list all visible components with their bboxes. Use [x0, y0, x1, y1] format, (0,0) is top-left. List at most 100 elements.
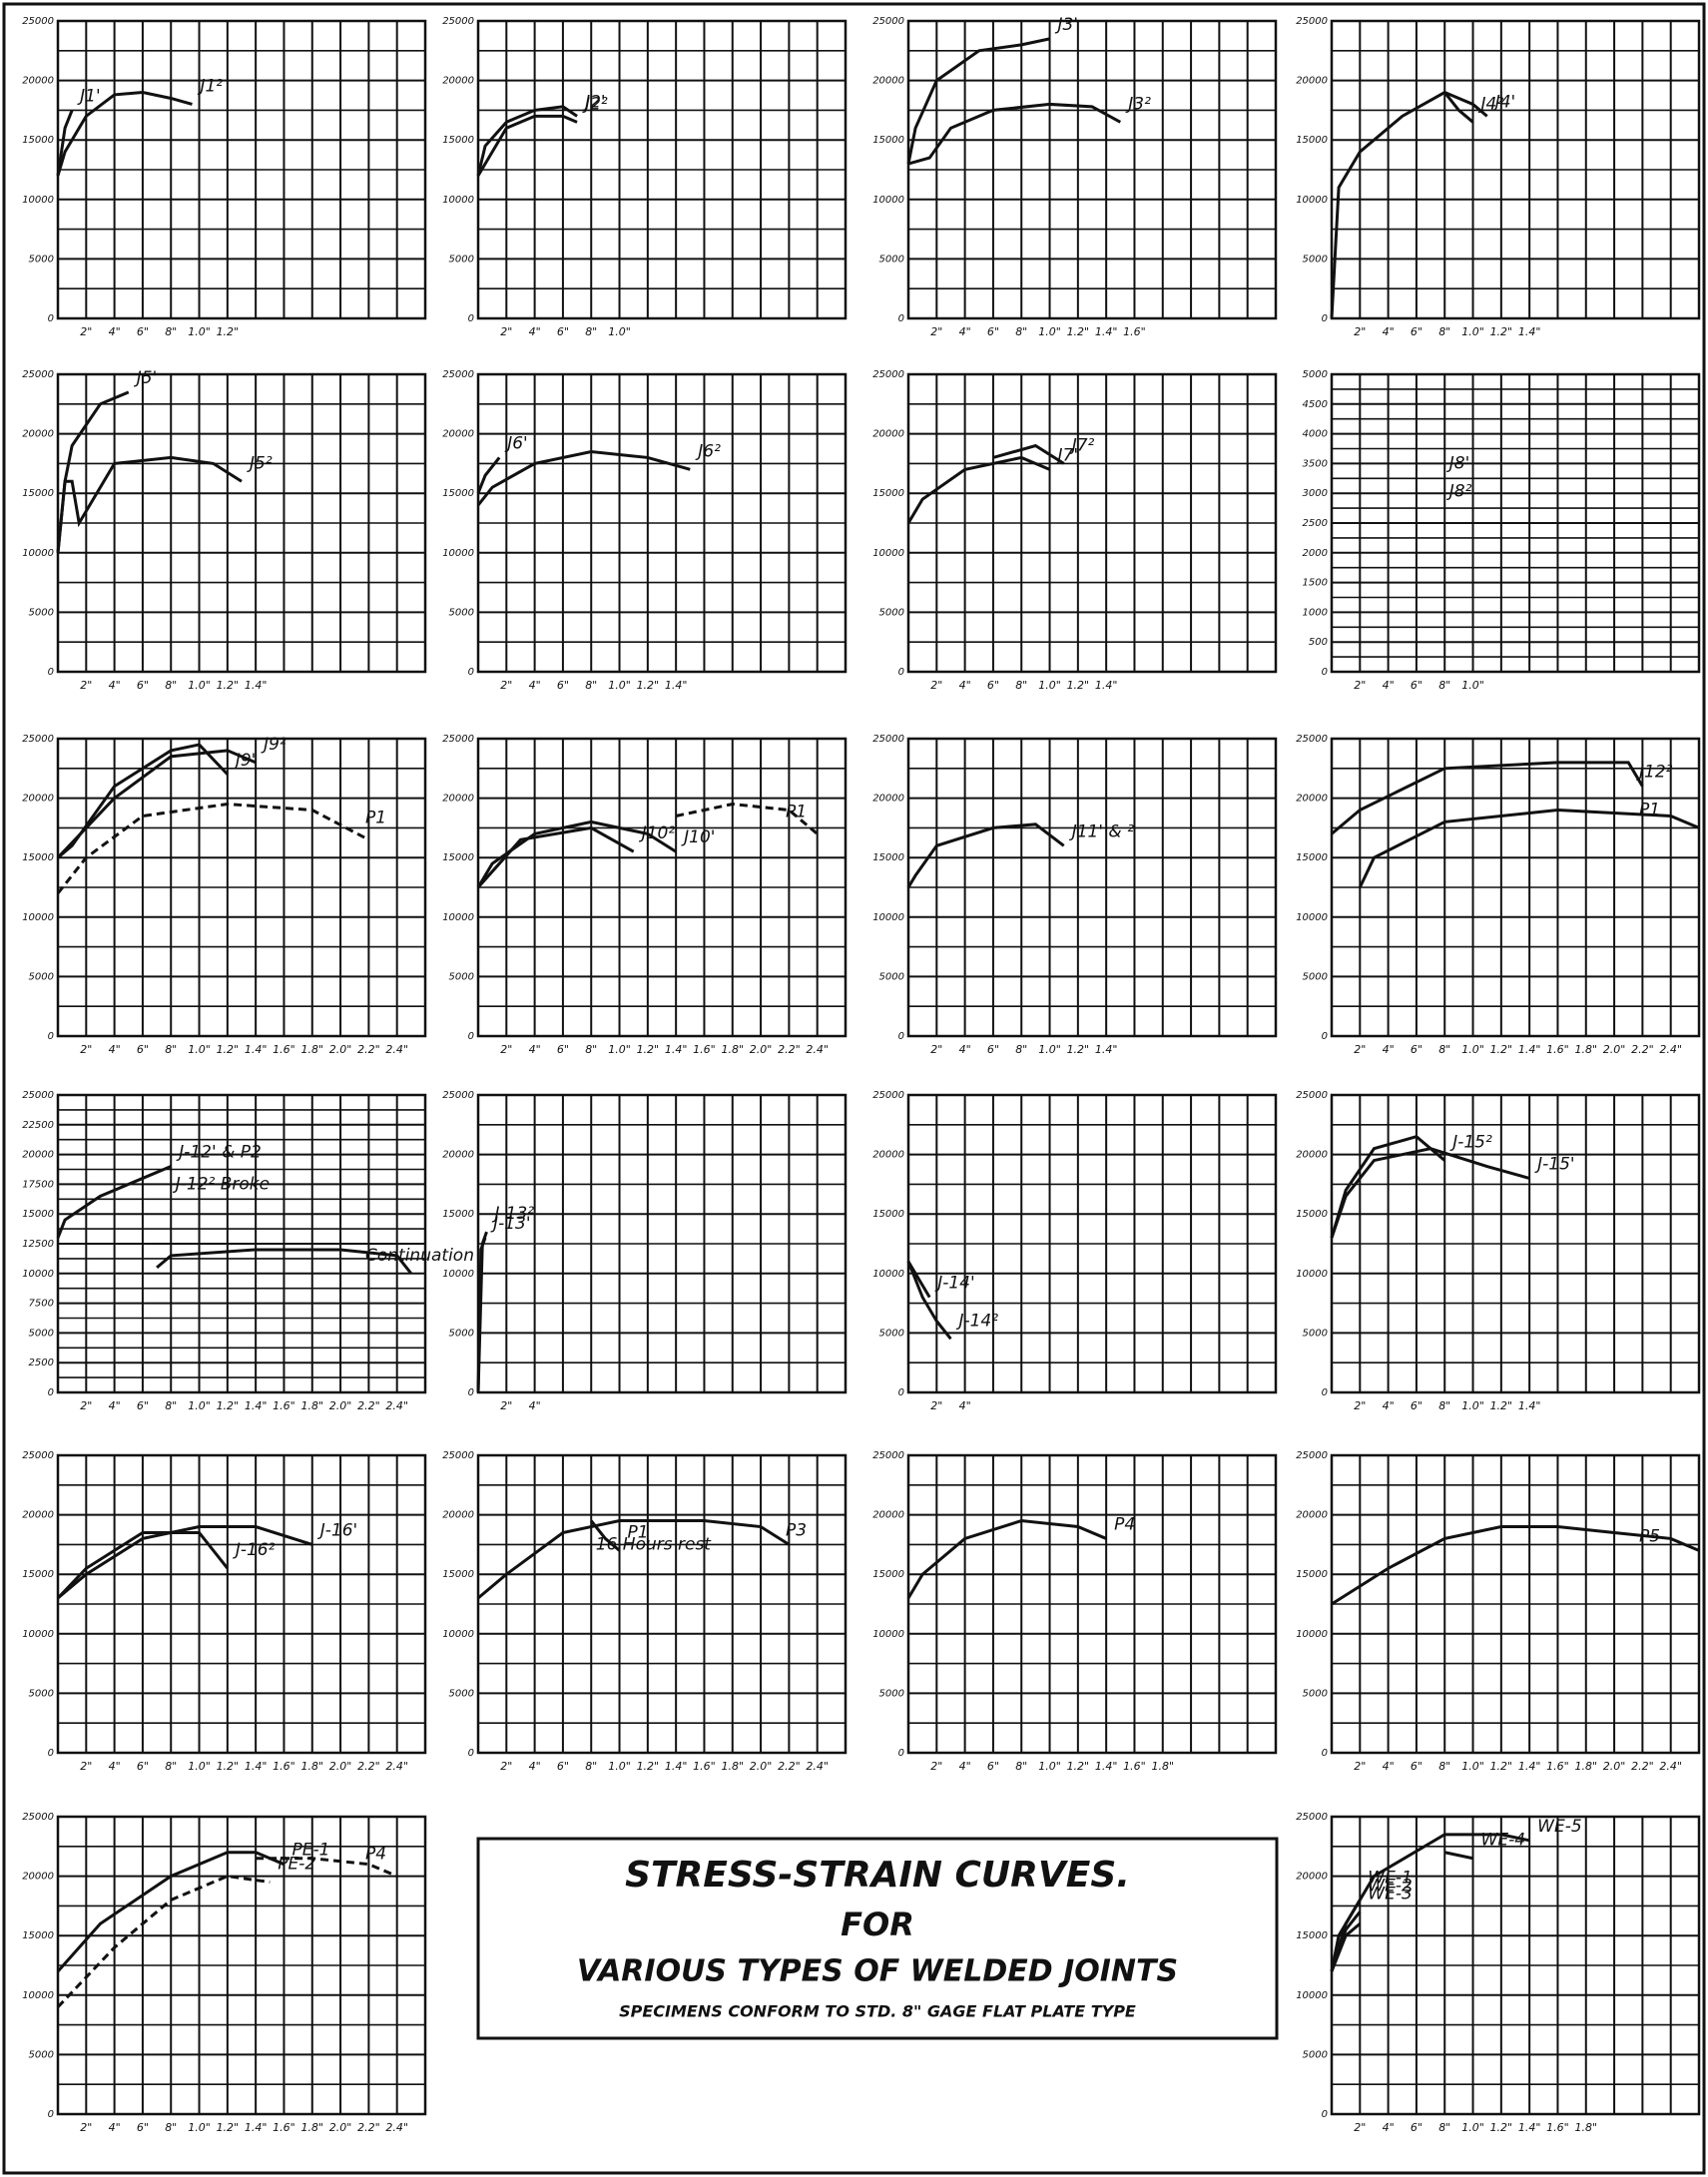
- y-tick-label: 5000: [449, 971, 474, 982]
- x-tick-label: 1.2": [1067, 325, 1090, 338]
- x-tick-label: 2.0": [329, 2121, 352, 2134]
- curve-label: J-16': [317, 1520, 357, 1540]
- annotation: 16 Hours rest: [596, 1534, 713, 1554]
- panel: 05000100001500020000250002"4"6"8"1.0"1.2…: [442, 1450, 846, 1773]
- x-tick-label: 8": [585, 1760, 597, 1773]
- caption-subtitle: VARIOUS TYPES OF WELDED JOINTS: [577, 1954, 1178, 1989]
- y-tick-label: 0: [1322, 1031, 1328, 1042]
- x-tick-label: 4": [109, 325, 121, 338]
- annotation: J8²: [1446, 481, 1472, 501]
- x-tick-label: 1.4": [245, 1760, 268, 1773]
- x-tick-label: 2.2": [1631, 1043, 1654, 1056]
- y-tick-label: 5000: [1303, 971, 1328, 982]
- y-tick-label: 15000: [22, 1930, 54, 1941]
- y-tick-label: 0: [48, 1387, 54, 1398]
- y-tick-label: 15000: [872, 135, 904, 146]
- y-tick-label: 25000: [1296, 1812, 1328, 1823]
- y-tick-label: 20000: [22, 1510, 54, 1521]
- curve-label: WE-4: [1481, 1831, 1526, 1851]
- x-tick-label: 2.2": [357, 1399, 380, 1412]
- x-tick-label: 1.2": [1490, 325, 1513, 338]
- y-tick-label: 25000: [1296, 16, 1328, 27]
- y-tick-label: 25000: [872, 16, 904, 27]
- x-tick-label: 2": [500, 679, 512, 692]
- x-tick-label: 1.4": [665, 1043, 688, 1056]
- panel: 05000100001500020000250002"4"6"8"1.0"1.2…: [1296, 1450, 1699, 1773]
- x-tick-label: 6": [987, 1760, 999, 1773]
- y-tick-label: 0: [1322, 667, 1328, 678]
- y-tick-label: 0: [468, 1748, 474, 1759]
- y-tick-label: 0: [48, 1748, 54, 1759]
- panel: 05000100001500020000250002"4"6"8"1.0"1.2…: [872, 15, 1276, 338]
- x-tick-label: 1.0": [1461, 679, 1484, 692]
- x-tick-label: 1.2": [1490, 1043, 1513, 1056]
- x-tick-label: 8": [165, 679, 177, 692]
- y-tick-label: 25000: [22, 1450, 54, 1461]
- x-tick-label: 8": [585, 679, 597, 692]
- panel: 05000100001500020000250002"4"6"8"1.0"1.2…: [22, 1450, 425, 1773]
- caption-note: SPECIMENS CONFORM TO STD. 8" GAGE FLAT P…: [619, 2002, 1136, 2021]
- x-tick-label: 1.6": [1546, 1760, 1569, 1773]
- x-tick-label: 2.0": [750, 1043, 773, 1056]
- y-tick-label: 15000: [22, 135, 54, 146]
- x-tick-label: 2": [80, 1043, 92, 1056]
- y-tick-label: 0: [1322, 1387, 1328, 1398]
- y-tick-label: 5000: [1303, 1328, 1328, 1339]
- y-tick-label: 20000: [872, 794, 904, 805]
- y-tick-label: 5000: [29, 1328, 54, 1339]
- x-tick-label: 2.4": [806, 1760, 829, 1773]
- y-tick-label: 0: [1322, 2109, 1328, 2120]
- y-tick-label: 20000: [442, 429, 474, 440]
- x-tick-label: 6": [1411, 679, 1423, 692]
- x-tick-label: 4": [959, 679, 971, 692]
- x-tick-label: 2": [80, 1760, 92, 1773]
- y-tick-label: 0: [898, 667, 904, 678]
- x-tick-label: 1.6": [693, 1760, 716, 1773]
- caption-title: STRESS-STRAIN CURVES.: [625, 1855, 1130, 1896]
- y-tick-label: 5000: [449, 254, 474, 265]
- x-tick-label: 4": [529, 679, 541, 692]
- annotation: J-12² Broke: [173, 1174, 270, 1194]
- x-tick-label: 6": [987, 1043, 999, 1056]
- y-tick-label: 0: [468, 1031, 474, 1042]
- y-tick-label: 10000: [872, 548, 904, 559]
- x-tick-label: 2.4": [385, 1760, 408, 1773]
- x-tick-label: 1.4": [245, 679, 268, 692]
- y-tick-label: 5000: [1303, 1688, 1328, 1699]
- x-tick-label: 1.6": [273, 2121, 295, 2134]
- curve-label: J1': [77, 86, 101, 106]
- y-tick-label: 7500: [29, 1299, 54, 1310]
- y-tick-label: 15000: [872, 1209, 904, 1220]
- y-tick-label: 25000: [22, 369, 54, 380]
- curve-label: J1²: [197, 76, 223, 96]
- y-tick-label: 5000: [29, 971, 54, 982]
- panel: 05000100001500020000250002"4"6"8"1.0"1.2…: [442, 734, 846, 1056]
- x-tick-label: 2.4": [806, 1043, 829, 1056]
- panel: 05000100001500020000250002"4"6"8"1.0"1.2…: [442, 369, 846, 692]
- x-tick-label: 4": [529, 1399, 541, 1412]
- y-tick-label: 10000: [872, 195, 904, 206]
- x-tick-label: 1.4": [1095, 679, 1118, 692]
- panel: 05000100001500020000250002"4"6"8"1.0"1.2…: [872, 1450, 1276, 1773]
- x-tick-label: 4": [1383, 1399, 1395, 1412]
- y-tick-label: 0: [48, 1031, 54, 1042]
- x-tick-label: 1.8": [300, 2121, 323, 2134]
- x-tick-label: 4": [959, 1043, 971, 1056]
- x-tick-label: 1.2": [217, 2121, 240, 2134]
- y-tick-label: 15000: [22, 1209, 54, 1220]
- curve-label: J5': [134, 368, 158, 388]
- y-tick-label: 25000: [22, 734, 54, 745]
- y-tick-label: 0: [1322, 313, 1328, 324]
- x-tick-label: 1.8": [300, 1043, 323, 1056]
- y-tick-label: 15000: [1296, 1209, 1328, 1220]
- x-tick-label: 1.6": [1546, 2121, 1569, 2134]
- x-tick-label: 1.0": [1461, 325, 1484, 338]
- panel: 05000100001500020000250002"4"6"8"1.0"1.2…: [22, 734, 425, 1056]
- y-tick-label: 0: [898, 313, 904, 324]
- x-tick-label: 1.2": [1067, 679, 1090, 692]
- y-tick-label: 5000: [1303, 254, 1328, 265]
- y-tick-label: 20000: [22, 1150, 54, 1161]
- x-tick-label: 4": [1383, 2121, 1395, 2134]
- y-tick-label: 10000: [1296, 1629, 1328, 1640]
- x-tick-label: 1.0": [608, 1043, 631, 1056]
